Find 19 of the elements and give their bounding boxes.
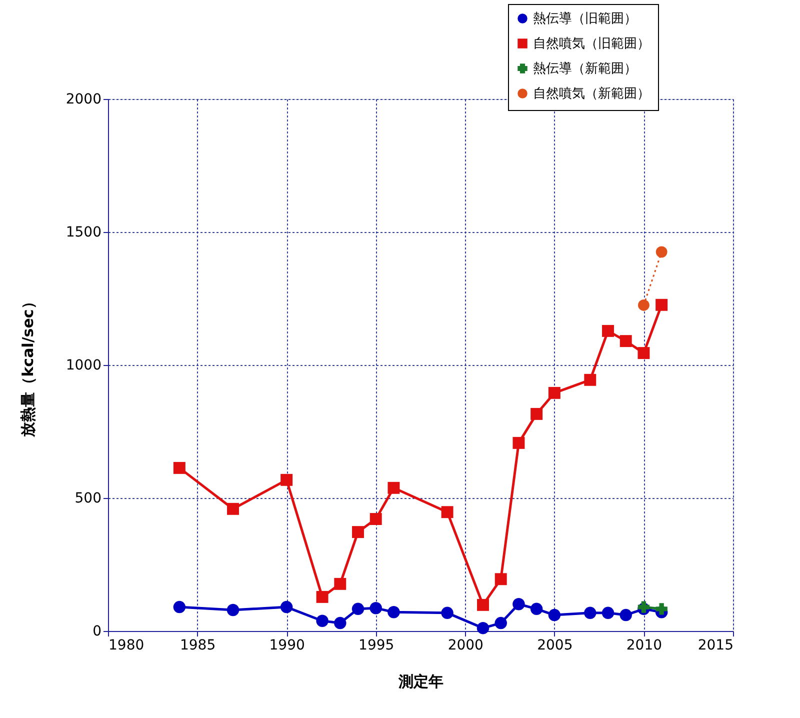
y-tick-label: 1000: [66, 358, 102, 374]
x-tick-label: 1980: [108, 638, 144, 654]
x-tick-label: 2005: [537, 638, 573, 654]
x-tick-label: 1985: [180, 638, 216, 654]
legend-label: 自然噴気（旧範囲）: [533, 36, 650, 52]
y-tick-label: 2000: [66, 92, 102, 108]
x-axis-title: 測定年: [398, 672, 444, 690]
legend-label: 自然噴気（新範囲）: [533, 86, 650, 102]
x-tick-label: 1990: [269, 638, 305, 654]
y-tick-label: 1500: [66, 224, 102, 240]
y-tick-label: 0: [92, 624, 102, 640]
legend-label: 熱伝導（旧範囲）: [533, 12, 637, 26]
legend-label: 熱伝導（新範囲）: [533, 62, 637, 76]
x-tick-label: 2015: [698, 638, 734, 654]
x-tick-label: 2000: [448, 638, 484, 654]
y-tick-label: 500: [74, 490, 102, 506]
x-tick-label: 1995: [358, 638, 394, 654]
x-tick-label: 2010: [626, 638, 662, 654]
y-axis-title: 放熱量（kcal/sec）: [18, 294, 37, 438]
